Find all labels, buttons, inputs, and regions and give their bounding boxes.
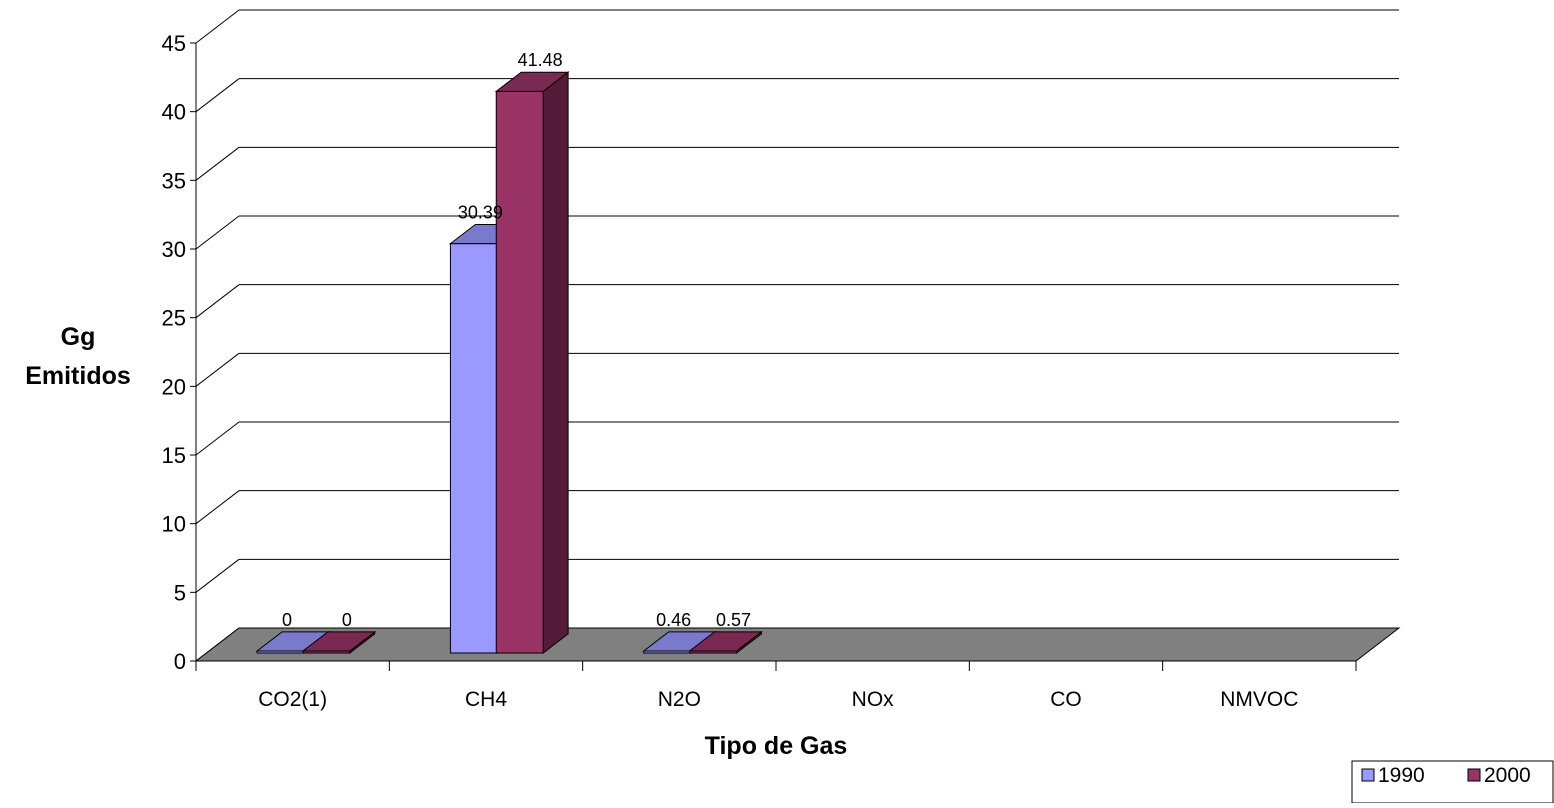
legend-box xyxy=(1351,760,1554,804)
bar-front-ch4-1990 xyxy=(449,243,498,654)
bar-front-ch4-2000 xyxy=(495,90,544,654)
x-tick-label-nox: NOx xyxy=(852,688,895,711)
axes: 0 5 10 15 20 25 30 35 40 45 CO2(1) CH4 N2O NOx CO NMVOC xyxy=(162,31,1357,711)
data-label-n2o-1990: 0.46 xyxy=(656,610,691,630)
legend-label-1990: 1990 xyxy=(1378,764,1425,787)
y-tick-label-40: 40 xyxy=(162,100,186,125)
x-tick-label-ch4: CH4 xyxy=(465,688,507,711)
wall-line-15 xyxy=(195,421,240,456)
legend-swatch-2000 xyxy=(1467,768,1481,782)
bars xyxy=(255,71,763,655)
y-tick-label-0: 0 xyxy=(174,649,186,674)
data-labels: 0 30.39 0.46 0 41.48 0.57 xyxy=(282,50,751,630)
data-label-co21-2000: 0 xyxy=(342,610,352,630)
legend-swatch-1990 xyxy=(1361,768,1375,782)
y-tick-label-25: 25 xyxy=(162,306,186,331)
y-tick-label-45: 45 xyxy=(162,31,186,56)
wall-line-10 xyxy=(195,490,240,525)
wall-line-45 xyxy=(195,9,240,44)
y-axis-title-line-2: Emitidos xyxy=(25,362,131,390)
floor-plane xyxy=(194,627,1401,662)
bar-co21-2000 xyxy=(301,630,377,655)
bar-top-ch4-2000 xyxy=(494,71,570,92)
data-label-n2o-2000: 0.57 xyxy=(716,610,751,630)
chart-floor xyxy=(194,627,1401,662)
legend: 1990 2000 xyxy=(1351,760,1554,804)
legend-label-2000: 2000 xyxy=(1484,764,1531,787)
y-tick-label-15: 15 xyxy=(162,443,186,468)
bar-top-co21-2000 xyxy=(301,631,377,652)
y-tick-label-35: 35 xyxy=(162,168,186,193)
bar-top-n2o-2000 xyxy=(688,631,763,652)
wall-line-35 xyxy=(195,146,240,181)
wall-line-25 xyxy=(195,284,240,319)
y-axis-title-line-1: Gg xyxy=(61,323,96,351)
x-tick-label-n2o: N2O xyxy=(658,688,701,711)
wall-line-30 xyxy=(195,215,240,250)
x-tick-label-co: CO xyxy=(1050,688,1082,711)
wall-line-5 xyxy=(195,558,240,593)
wall-line-20 xyxy=(195,352,240,387)
x-tick-label-co21: CO2(1) xyxy=(258,688,327,711)
bar-side-ch4-2000 xyxy=(542,71,569,655)
y-tick-label-5: 5 xyxy=(174,580,186,605)
data-label-co21-1990: 0 xyxy=(282,610,292,630)
y-tick-label-30: 30 xyxy=(162,237,186,262)
x-axis-title: Tipo de Gas xyxy=(705,732,848,760)
bar-ch4-2000 xyxy=(494,71,570,655)
bar-n2o-2000 xyxy=(688,630,763,655)
x-tick-label-nmvoc: NMVOC xyxy=(1220,688,1298,711)
y-tick-label-10: 10 xyxy=(162,512,186,537)
wall-line-40 xyxy=(195,78,240,113)
data-label-ch4-2000: 41.48 xyxy=(518,50,563,70)
data-label-ch4-1990: 30.39 xyxy=(458,203,503,223)
gridlines xyxy=(195,9,1399,662)
y-tick-label-20: 20 xyxy=(162,374,186,399)
